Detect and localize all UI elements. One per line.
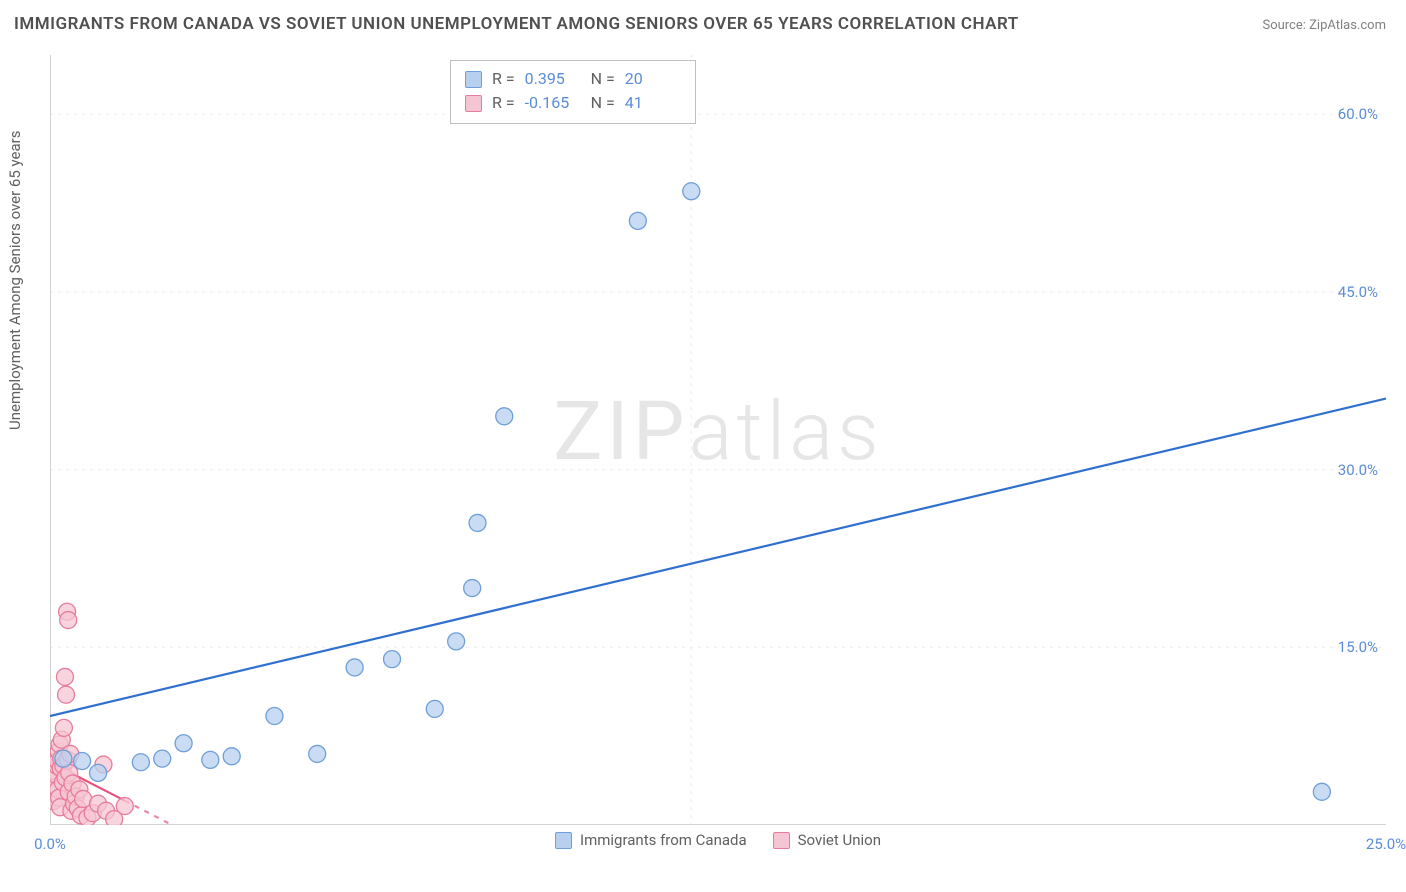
stats-row-canada: R = 0.395 N = 20 (465, 67, 681, 91)
x-tick-label: 25.0% (1366, 835, 1406, 853)
stats-r-value: -0.165 (525, 91, 581, 115)
y-axis-label: Unemployment Among Seniors over 65 years (6, 131, 24, 430)
source-attribution: Source: ZipAtlas.com (1262, 18, 1386, 33)
stats-r-label: R = (492, 67, 515, 91)
y-tick-label: 30.0% (1308, 461, 1378, 479)
source-link[interactable]: ZipAtlas.com (1309, 18, 1386, 33)
stats-box: R = 0.395 N = 20 R = -0.165 N = 41 (450, 60, 696, 124)
stats-r-value: 0.395 (525, 67, 581, 91)
legend-swatch-soviet (773, 832, 790, 849)
y-tick-label: 60.0% (1308, 105, 1378, 123)
stats-n-value: 41 (625, 91, 681, 115)
stats-n-label: N = (591, 67, 615, 91)
source-label: Source: (1262, 18, 1309, 33)
legend-item-soviet: Soviet Union (773, 831, 881, 849)
legend-label-soviet: Soviet Union (798, 831, 881, 849)
y-tick-label: 45.0% (1308, 283, 1378, 301)
stats-r-label: R = (492, 91, 515, 115)
stats-n-label: N = (591, 91, 615, 115)
legend-label-canada: Immigrants from Canada (580, 831, 747, 849)
legend-swatch-canada (555, 832, 572, 849)
plot-area: ZIPatlas 15.0%30.0%45.0%60.0% 0.0%25.0% … (50, 55, 1386, 825)
chart-title: IMMIGRANTS FROM CANADA VS SOVIET UNION U… (14, 14, 1019, 34)
x-tick-label: 0.0% (34, 835, 66, 853)
legend-item-canada: Immigrants from Canada (555, 831, 747, 849)
plot-svg (50, 55, 1386, 825)
correlation-chart: IMMIGRANTS FROM CANADA VS SOVIET UNION U… (0, 0, 1406, 892)
x-legend: Immigrants from Canada Soviet Union (555, 831, 881, 849)
stats-row-soviet: R = -0.165 N = 41 (465, 91, 681, 115)
stats-swatch-canada (465, 71, 482, 88)
stats-n-value: 20 (625, 67, 681, 91)
stats-swatch-soviet (465, 95, 482, 112)
y-tick-label: 15.0% (1308, 638, 1378, 656)
